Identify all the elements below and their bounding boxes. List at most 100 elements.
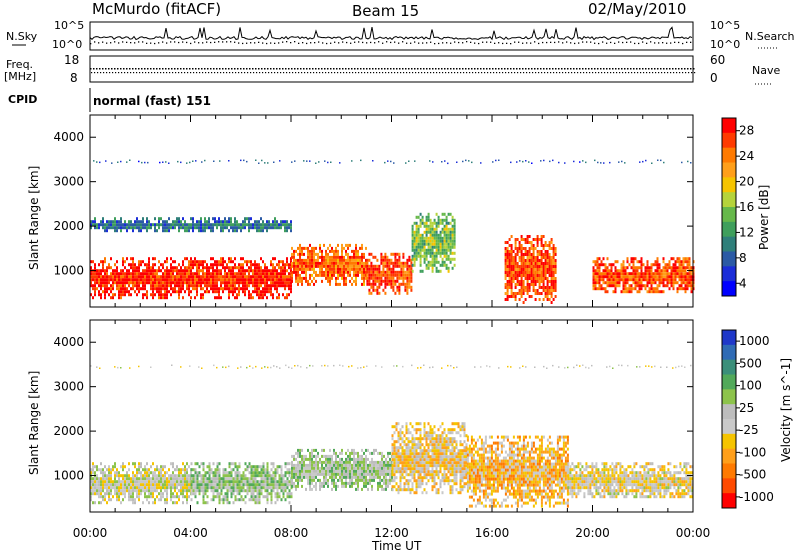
data-cell (325, 262, 327, 265)
data-cell (319, 458, 321, 461)
data-cell (329, 271, 331, 274)
data-cell (226, 278, 228, 281)
data-cell (266, 226, 268, 229)
data-cell (689, 260, 691, 263)
data-cell (579, 161, 581, 163)
data-cell (130, 480, 132, 483)
data-cell (147, 162, 149, 164)
data-cell (434, 264, 436, 267)
data-cell (551, 241, 553, 244)
data-cell (681, 281, 683, 284)
data-cell (148, 501, 150, 504)
data-cell (98, 223, 100, 226)
data-cell (282, 278, 284, 281)
data-cell (290, 290, 292, 293)
data-cell (248, 290, 250, 293)
data-cell (126, 278, 128, 281)
data-cell (142, 489, 144, 492)
data-cell (414, 261, 416, 264)
data-cell (416, 234, 418, 237)
data-cell (146, 229, 148, 232)
data-cell (217, 492, 219, 495)
data-cell (256, 293, 258, 296)
data-cell (446, 231, 448, 234)
data-cell (353, 262, 355, 265)
data-cell (215, 477, 217, 480)
data-cell (242, 223, 244, 226)
nsearch-series-point (398, 43, 399, 44)
data-cell (649, 266, 651, 269)
data-cell (276, 226, 278, 229)
data-cell (444, 237, 446, 240)
data-cell (462, 161, 464, 163)
data-cell (593, 284, 595, 287)
data-cell (100, 477, 102, 480)
data-cell (164, 471, 166, 474)
nave-series-point (463, 72, 464, 73)
data-cell (260, 296, 262, 299)
data-cell (639, 161, 641, 163)
data-cell (100, 260, 102, 263)
data-cell (689, 257, 691, 260)
data-cell (649, 275, 651, 278)
freq-series-point (621, 68, 623, 70)
data-cell (148, 281, 150, 284)
data-cell (126, 290, 128, 293)
data-cell (432, 237, 434, 240)
data-cell (225, 468, 227, 471)
data-cell (266, 220, 268, 223)
data-cell (291, 274, 293, 277)
nave-series-point (637, 72, 638, 73)
data-cell (230, 275, 232, 278)
data-cell (152, 293, 154, 296)
data-cell (261, 492, 263, 495)
data-cell (428, 228, 430, 231)
nsearch-series-point (198, 42, 199, 43)
data-cell (281, 471, 283, 474)
data-cell (430, 222, 432, 225)
nsearch-series-point (254, 42, 255, 43)
data-cell (323, 244, 325, 247)
data-cell (162, 263, 164, 266)
data-cell (204, 226, 206, 229)
data-cell (116, 474, 118, 477)
data-cell (392, 265, 394, 268)
data-cell (653, 281, 655, 284)
data-cell (186, 480, 188, 483)
data-cell (535, 271, 537, 274)
data-cell (132, 477, 134, 480)
data-cell (597, 287, 599, 290)
nsearch-series-point (674, 42, 675, 43)
data-cell (335, 265, 337, 268)
nave-series-point (232, 72, 233, 73)
data-cell (218, 260, 220, 263)
data-cell (108, 498, 110, 501)
freq-series-point (678, 68, 680, 70)
data-cell (428, 213, 430, 216)
freq-series-point (300, 68, 302, 70)
data-cell (213, 492, 215, 495)
data-cell (120, 486, 122, 489)
data-cell (154, 269, 156, 272)
data-cell (248, 269, 250, 272)
data-cell (198, 272, 200, 275)
nsearch-series-point (246, 43, 247, 44)
data-cell (416, 228, 418, 231)
data-cell (285, 483, 287, 486)
data-cell (262, 290, 264, 293)
data-cell (221, 492, 223, 495)
nave-series-point (385, 72, 386, 73)
data-cell (434, 261, 436, 264)
data-cell (256, 269, 258, 272)
data-cell (683, 260, 685, 263)
data-cell (206, 220, 208, 223)
data-cell (378, 286, 380, 289)
data-cell (382, 256, 384, 259)
data-cell (164, 486, 166, 489)
data-cell (224, 275, 226, 278)
data-cell (247, 483, 249, 486)
data-cell (263, 471, 265, 474)
data-cell (313, 455, 315, 458)
data-cell (224, 226, 226, 229)
data-cell (593, 269, 595, 272)
